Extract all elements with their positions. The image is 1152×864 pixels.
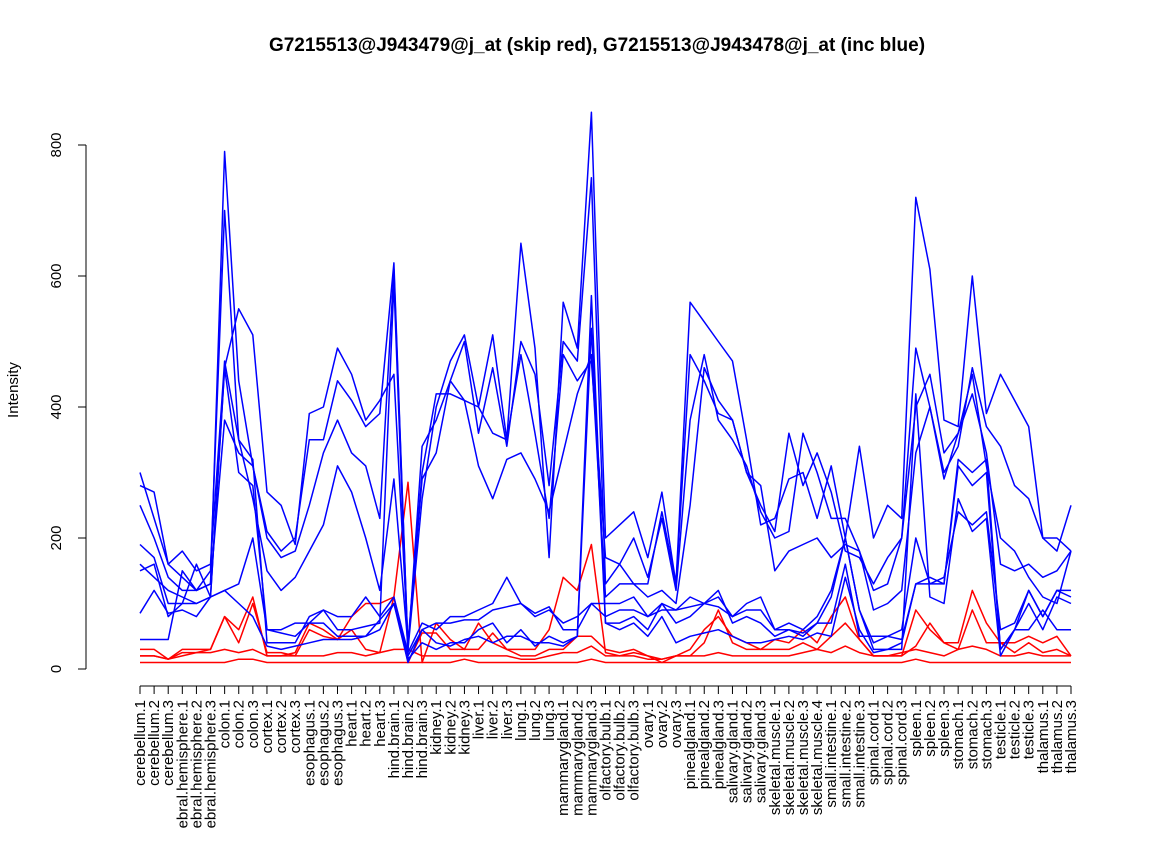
x-tick-label: cerebellum.2 <box>146 700 163 786</box>
x-tick-label: lung.1 <box>513 700 530 741</box>
x-axis: cerebellum.1cerebellum.2cerebellum.3ebra… <box>132 685 1080 828</box>
x-tick-label: pinealgland.1 <box>682 700 699 789</box>
x-tick-label: ovary.3 <box>668 700 685 748</box>
x-tick-label: kidney.2 <box>442 700 459 755</box>
x-tick-label: olfactory.bulb.1 <box>598 700 615 801</box>
x-tick-label: colon.2 <box>231 700 248 748</box>
x-tick-label: kidney.3 <box>456 700 473 755</box>
x-tick-label: testicle.2 <box>1007 700 1024 759</box>
x-tick-label: spinal.cord.1 <box>866 700 883 785</box>
series-line-blue-12 <box>139 511 1072 654</box>
x-tick-label: kidney.1 <box>428 700 445 755</box>
x-tick-label: heart.1 <box>344 700 361 747</box>
x-tick-label: cerebellum.3 <box>160 700 177 786</box>
y-tick-label: 800 <box>48 132 65 157</box>
x-tick-label: small.intestine.3 <box>851 700 868 808</box>
x-tick-label: testicle.3 <box>1021 700 1038 759</box>
x-tick-label: cerebellum.1 <box>132 700 149 786</box>
y-tick-label: 400 <box>48 394 65 419</box>
series-layer <box>139 111 1072 664</box>
x-tick-label: skeletal.muscle.3 <box>795 700 812 815</box>
y-axis: 0 200 400 600 800 <box>48 132 87 673</box>
x-tick-label: ebral.hemisphere.1 <box>174 700 191 828</box>
x-tick-label: spinal.cord.3 <box>894 700 911 785</box>
x-tick-label: spleen.1 <box>908 700 925 757</box>
x-tick-label: olfactory.bulb.3 <box>626 700 643 801</box>
x-tick-label: thalamus.2 <box>1049 700 1066 773</box>
x-tick-label: lung.3 <box>541 700 558 741</box>
x-tick-label: small.intestine.1 <box>823 700 840 808</box>
x-tick-label: skeletal.muscle.2 <box>781 700 798 815</box>
x-tick-label: spleen.3 <box>936 700 953 757</box>
x-tick-label: hind.brain.1 <box>386 700 403 778</box>
x-tick-label: esophagus.1 <box>301 700 318 786</box>
x-tick-label: lung.2 <box>527 700 544 741</box>
x-tick-label: liver.2 <box>485 700 502 739</box>
series-line-red-4 <box>140 481 1072 664</box>
x-tick-label: small.intestine.2 <box>837 700 854 808</box>
series-line-blue-11 <box>139 308 1072 644</box>
chart-title: G7215513@J943479@j_at (skip red), G72155… <box>269 35 925 56</box>
x-tick-label: salivary.gland.1 <box>724 700 741 803</box>
x-tick-label: ebral.hemisphere.2 <box>188 700 205 828</box>
x-tick-label: liver.1 <box>471 700 488 739</box>
x-tick-label: stomach.1 <box>950 700 967 769</box>
x-tick-label: thalamus.3 <box>1063 700 1080 773</box>
x-tick-label: heart.3 <box>372 700 389 747</box>
series-line-red-1 <box>140 658 1071 664</box>
y-tick-label: 0 <box>48 665 65 673</box>
x-tick-label: heart.2 <box>358 700 375 747</box>
series-line-blue-9 <box>139 177 1072 651</box>
x-tick-label: stomach.2 <box>964 700 981 769</box>
y-axis-label: Intensity <box>5 362 22 418</box>
x-tick-label: mammarygland.2 <box>569 700 586 816</box>
x-tick-label: skeletal.muscle.1 <box>767 700 784 815</box>
x-tick-label: salivary.gland.3 <box>753 700 770 803</box>
x-tick-label: mammarygland.3 <box>583 700 600 816</box>
x-tick-label: esophagus.3 <box>329 700 346 786</box>
x-tick-label: cortex.2 <box>273 700 290 753</box>
x-tick-label: pinealgland.2 <box>696 700 713 789</box>
x-tick-label: hind.brain.3 <box>414 700 431 778</box>
x-tick-label: skeletal.muscle.4 <box>809 700 826 815</box>
x-tick-label: stomach.3 <box>978 700 995 769</box>
x-tick-label: salivary.gland.2 <box>739 700 756 803</box>
x-tick-label: ovary.1 <box>640 700 657 748</box>
x-tick-label: spinal.cord.2 <box>880 700 897 785</box>
series-line-blue-6 <box>139 294 1072 664</box>
series-line-blue-7 <box>139 458 1071 657</box>
x-tick-label: cortex.1 <box>259 700 276 753</box>
x-tick-label: esophagus.2 <box>315 700 332 786</box>
x-tick-label: colon.3 <box>245 700 262 748</box>
x-tick-label: mammarygland.1 <box>555 700 572 816</box>
x-tick-label: cortex.3 <box>287 700 304 753</box>
y-tick-label: 600 <box>48 263 65 288</box>
x-tick-label: spleen.2 <box>922 700 939 757</box>
x-tick-label: ebral.hemisphere.3 <box>203 700 220 828</box>
x-tick-label: testicle.1 <box>992 700 1009 759</box>
x-tick-label: olfactory.bulb.2 <box>612 700 629 801</box>
x-tick-label: ovary.2 <box>654 700 671 748</box>
x-tick-label: thalamus.1 <box>1035 700 1052 773</box>
x-tick-label: liver.3 <box>499 700 516 739</box>
series-line-blue-8 <box>139 353 1072 647</box>
y-tick-label: 200 <box>48 525 65 550</box>
x-tick-label: colon.1 <box>217 700 234 748</box>
x-tick-label: hind.brain.2 <box>400 700 417 778</box>
x-tick-label: pinealgland.3 <box>710 700 727 789</box>
